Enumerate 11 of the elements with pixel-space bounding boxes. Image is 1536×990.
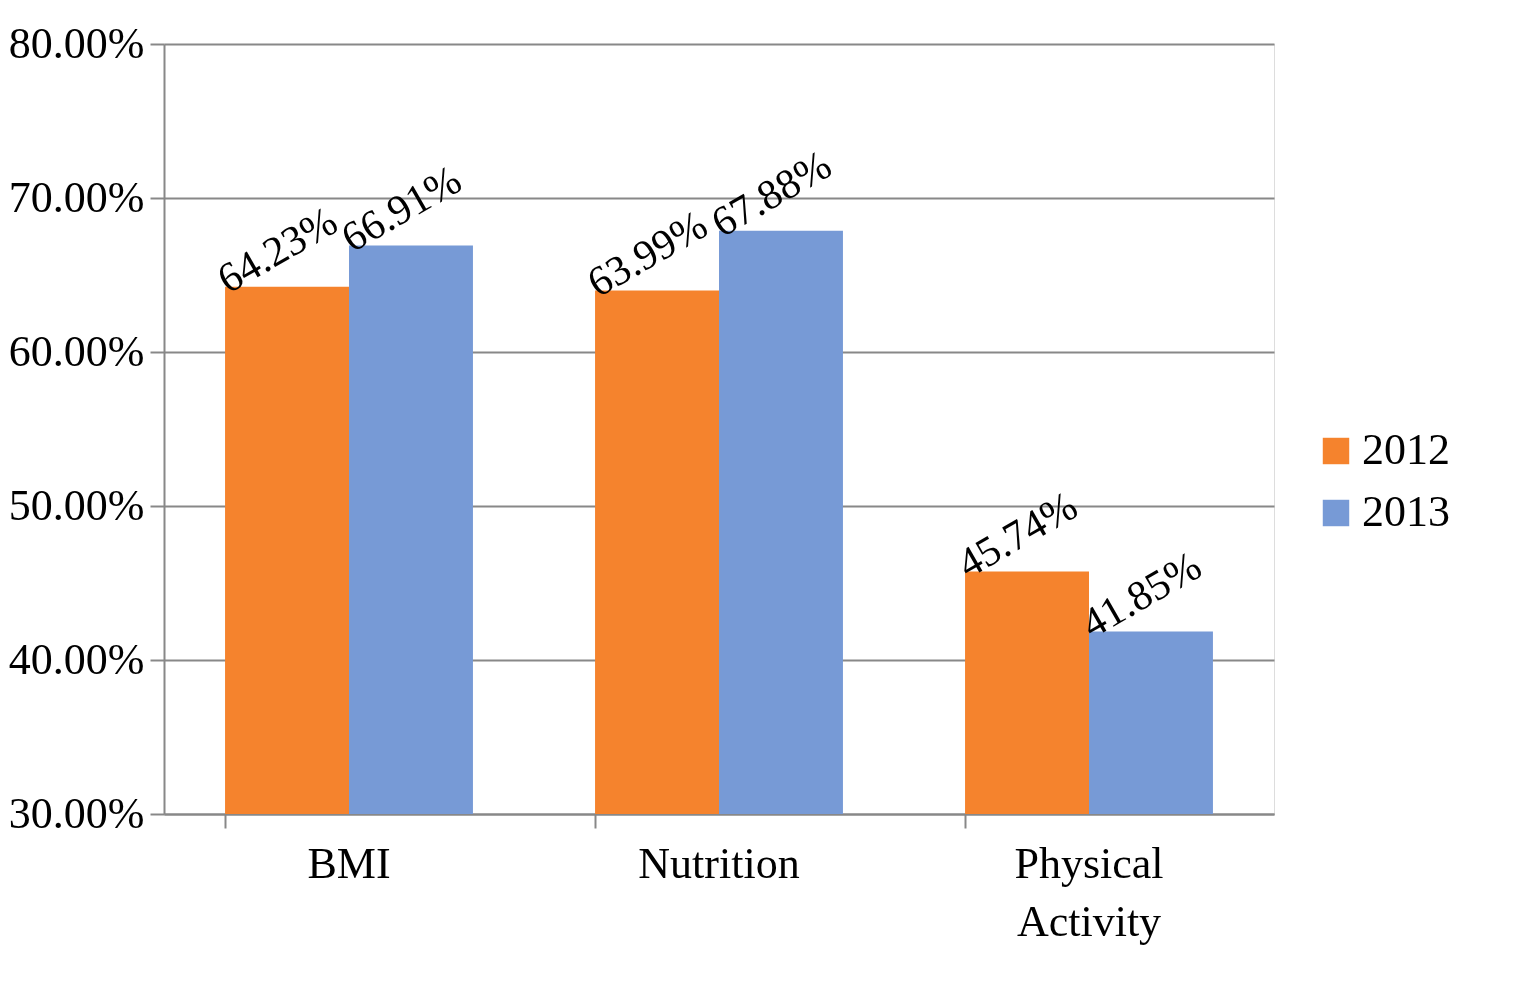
y-tick-label: 40.00% xyxy=(8,634,145,684)
y-tick-label: 50.00% xyxy=(8,480,145,530)
x-tick-label: Physical Activity xyxy=(1014,838,1164,946)
x-tick-label: BMI xyxy=(307,838,391,888)
y-tick-label: 80.00% xyxy=(8,18,145,68)
y-tick-label: 60.00% xyxy=(8,326,145,376)
x-tick-label: Nutrition xyxy=(638,838,800,888)
y-tick-label: 30.00% xyxy=(8,788,145,838)
legend-label: 2013 xyxy=(1362,487,1450,536)
y-tick-label: 70.00% xyxy=(8,172,145,222)
legend-label: 2012 xyxy=(1362,425,1450,474)
